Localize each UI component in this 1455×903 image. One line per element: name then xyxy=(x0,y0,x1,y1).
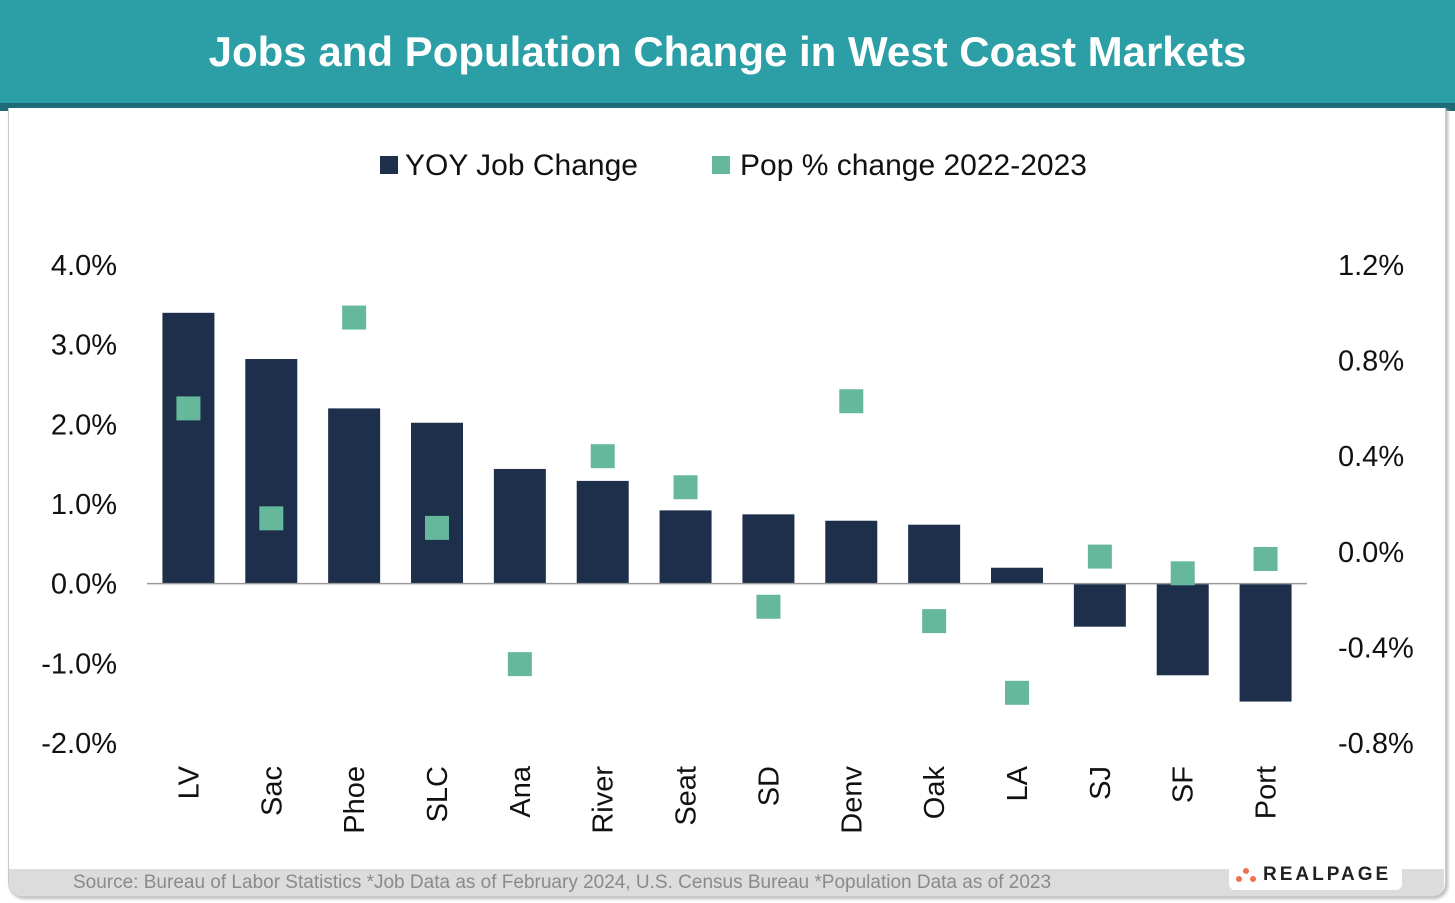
category-label: SF xyxy=(1168,766,1200,803)
header-strip xyxy=(0,103,1455,111)
job-change-bar xyxy=(576,480,629,584)
pop-change-marker xyxy=(176,396,201,421)
category-label: Sac xyxy=(256,766,288,816)
job-change-bar xyxy=(328,408,381,584)
pop-change-marker xyxy=(1170,561,1195,586)
category-label: LA xyxy=(1002,765,1034,801)
job-change-bar xyxy=(991,567,1043,584)
job-change-bar xyxy=(162,312,215,584)
legend-label-pop: Pop % change 2022-2023 xyxy=(740,149,1087,182)
left-tick-label: -2.0% xyxy=(41,728,117,760)
pop-change-marker xyxy=(425,515,449,540)
right-tick-label: 0.8% xyxy=(1338,346,1404,378)
job-change-bar xyxy=(1239,583,1292,702)
job-change-bar xyxy=(493,468,546,584)
category-label: SLC xyxy=(422,766,454,822)
pop-change-marker xyxy=(922,609,947,634)
right-tick-label: 0.4% xyxy=(1338,441,1404,473)
right-tick-label: -0.8% xyxy=(1338,728,1414,760)
category-label: Phoe xyxy=(339,766,371,834)
category-label: SD xyxy=(753,766,785,806)
category-label: Denv xyxy=(836,766,868,834)
right-tick-label: 1.2% xyxy=(1338,250,1404,282)
pop-change-marker xyxy=(1253,546,1278,571)
footer-bar xyxy=(9,869,1444,896)
logo-text: REALPAGE xyxy=(1263,864,1392,885)
job-change-bar xyxy=(411,422,463,584)
left-tick-label: 2.0% xyxy=(51,409,117,441)
category-label: Seat xyxy=(671,766,703,826)
left-tick-label: -1.0% xyxy=(41,648,117,680)
pop-change-marker xyxy=(507,652,532,677)
category-label: River xyxy=(588,766,620,834)
job-change-bar xyxy=(825,520,878,584)
category-label: Oak xyxy=(919,766,951,820)
legend-label-jobs: YOY Job Change xyxy=(405,149,638,182)
right-tick-label: 0.0% xyxy=(1338,537,1404,569)
pop-change-marker xyxy=(590,444,615,469)
left-tick-label: 3.0% xyxy=(51,330,117,362)
job-change-bar xyxy=(1073,583,1126,627)
job-change-bar xyxy=(742,514,795,584)
left-tick-label: 0.0% xyxy=(51,569,117,601)
job-change-bar xyxy=(1156,583,1209,676)
realpage-logo: REALPAGE xyxy=(1229,862,1402,890)
job-change-bar xyxy=(659,510,712,584)
category-label: SJ xyxy=(1085,766,1117,800)
pop-change-marker xyxy=(839,389,864,414)
pop-change-marker xyxy=(1087,544,1112,569)
header-bar xyxy=(0,0,1455,103)
job-change-bar xyxy=(245,359,298,584)
category-label: LV xyxy=(173,765,205,799)
left-tick-label: 4.0% xyxy=(51,250,117,282)
legend-swatch-pop xyxy=(712,156,730,174)
pop-change-marker xyxy=(342,305,367,330)
legend-swatch-jobs xyxy=(380,156,398,174)
pop-change-marker xyxy=(673,475,698,500)
logo-dots-icon xyxy=(1236,868,1256,882)
left-tick-label: 1.0% xyxy=(51,489,117,521)
chart-title: Jobs and Population Change in West Coast… xyxy=(208,28,1247,75)
pop-change-marker xyxy=(1005,680,1029,705)
category-label: Port xyxy=(1251,766,1283,819)
pop-change-marker xyxy=(756,594,781,619)
right-tick-label: -0.4% xyxy=(1338,632,1414,664)
category-label: Ana xyxy=(505,765,537,817)
source-note: Source: Bureau of Labor Statistics *Job … xyxy=(73,872,1052,893)
job-change-bar xyxy=(908,524,961,584)
pop-change-marker xyxy=(259,506,284,531)
